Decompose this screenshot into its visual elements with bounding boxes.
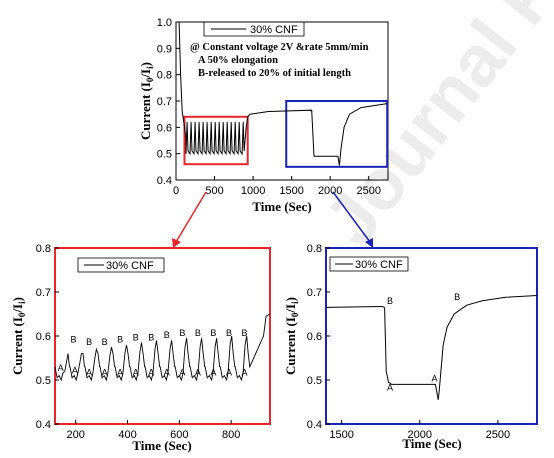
top-x-tick-label: 1000 (241, 185, 265, 197)
top-y-ticks: 0.4 0.5 0.6 0.7 0.8 0.9 1.0 (157, 17, 180, 187)
bottom-left-label-b: B (86, 337, 92, 347)
bottom-left-label-a: A (226, 368, 232, 378)
bottom-left-x-ticks: 200 400 600 800 (67, 420, 240, 441)
bottom-left-label-b: B (210, 328, 216, 338)
top-legend-box (203, 21, 305, 37)
br-y-tick-label: 0.8 (307, 243, 322, 255)
bl-x-tick-label: 200 (67, 429, 85, 441)
br-x-tick-label: 2500 (486, 429, 510, 441)
red-zoom-arrow (175, 191, 207, 243)
br-y-tick-label: 0.6 (307, 331, 322, 343)
top-y-axis-label: Current (I0/Ii) (138, 62, 155, 140)
bottom-right-chart: 0.4 0.5 0.6 0.7 0.8 1500 2000 2500 B B A A 30% CN… (283, 243, 538, 451)
bottom-left-y-axis-label: Current (I0/Ii) (10, 297, 27, 375)
bottom-right-plot-frame (325, 247, 538, 425)
bottom-left-label-a: A (117, 368, 123, 378)
br-x-tick-label: 2000 (408, 429, 432, 441)
top-red-highlight-box (183, 115, 249, 166)
bottom-left-label-b: B (164, 330, 170, 340)
bottom-left-label-a: A (210, 368, 216, 378)
top-blue-highlight-box (285, 100, 389, 168)
bottom-left-x-axis-label: Time (Sec) (132, 438, 191, 453)
bl-y-tick-label: 0.5 (36, 375, 51, 387)
bottom-left-label-b: B (148, 332, 154, 342)
bottom-right-legend-label: 30% CNF (355, 259, 403, 271)
bottom-left-label-a: A (164, 368, 170, 378)
bottom-left-y-ticks: 0.4 0.5 0.6 0.7 0.8 (36, 243, 59, 431)
top-y-tick-label: 0.6 (157, 122, 172, 134)
bottom-left-point-labels: B B B B B B B B B B B BA A A A A A A A A A A A A (58, 328, 248, 378)
bottom-right-x-ticks: 1500 2000 2500 (329, 420, 510, 441)
bottom-right-y-axis-label: Current (I0/Ii) (283, 297, 300, 375)
top-annotation-3: B-released to 20% of initial length (198, 68, 351, 79)
bottom-right-x-axis-label: Time (Sec) (402, 436, 461, 451)
bottom-left-label-a: A (133, 368, 139, 378)
top-x-tick-label: 0 (173, 185, 179, 197)
bottom-left-label-a: A (242, 368, 248, 378)
bl-y-tick-label: 0.7 (36, 287, 51, 299)
bottom-left-label-a: A (148, 368, 154, 378)
br-y-tick-label: 0.4 (307, 419, 322, 431)
bottom-left-label-a: A (179, 368, 185, 378)
bottom-right-y-ticks: 0.4 0.5 0.6 0.7 0.8 (307, 243, 330, 431)
bottom-left-label-b: B (226, 328, 232, 338)
bottom-left-label-b: B (179, 328, 185, 338)
top-x-tick-label: 2500 (356, 185, 380, 197)
top-y-tick-label: 0.7 (157, 96, 172, 108)
bottom-left-label-a: A (72, 365, 78, 375)
bottom-left-legend-label: 30% CNF (106, 260, 154, 272)
top-y-tick-label: 0.4 (157, 175, 172, 187)
bottom-right-label-a: A (432, 373, 438, 383)
bl-y-tick-label: 0.8 (36, 243, 51, 255)
red-arrowhead (172, 238, 181, 248)
bottom-left-label-a: A (102, 368, 108, 378)
bottom-left-legend-box (77, 257, 165, 273)
br-x-tick-label: 1500 (329, 429, 353, 441)
top-y-tick-label: 0.9 (157, 43, 172, 55)
blue-zoom-arrow (332, 191, 371, 243)
top-y-tick-label: 0.5 (157, 149, 172, 161)
bottom-right-point-labels: B B A A (387, 292, 460, 393)
top-x-tick-label: 500 (205, 185, 223, 197)
bottom-left-label-b: B (102, 337, 108, 347)
br-y-tick-label: 0.5 (307, 375, 322, 387)
watermark: Journal Pre-proofs (310, 0, 554, 260)
top-y-tick-label: 0.8 (157, 70, 172, 82)
top-legend-label: 30% CNF (250, 24, 298, 36)
top-annotation-2: A 50% elongation (198, 55, 278, 66)
bottom-left-label-a: A (195, 368, 201, 378)
bottom-right-label-b: B (387, 296, 393, 306)
top-y-tick-label: 1.0 (157, 17, 172, 29)
bottom-left-label-a: A (86, 368, 92, 378)
bl-x-tick-label: 400 (118, 429, 136, 441)
bottom-left-label-b: B (195, 328, 201, 338)
br-y-tick-label: 0.7 (307, 287, 322, 299)
bl-x-tick-label: 600 (170, 429, 188, 441)
top-x-tick-label: 2000 (318, 185, 342, 197)
bottom-right-legend-box (329, 256, 409, 272)
bottom-left-label-b: B (117, 335, 123, 345)
bl-x-tick-label: 800 (222, 429, 240, 441)
bottom-right-label-a: A (387, 383, 393, 393)
top-annotation-1: @ Constant voltage 2V &rate 5mm/min (190, 42, 369, 53)
bottom-left-label-a: A (58, 363, 64, 373)
bottom-left-label-b: B (242, 328, 248, 338)
bottom-left-label-b: B (71, 335, 77, 345)
top-x-axis-label: Time (Sec) (252, 199, 311, 214)
blue-arrowhead (365, 238, 373, 248)
top-x-ticks: 0 500 1000 1500 2000 2500 (173, 176, 381, 197)
bl-y-tick-label: 0.6 (36, 331, 51, 343)
bottom-right-label-b: B (454, 292, 460, 302)
top-series-line (176, 21, 388, 166)
bottom-right-series-line (325, 295, 538, 400)
top-x-tick-label: 1500 (279, 185, 303, 197)
bl-y-tick-label: 0.4 (36, 419, 51, 431)
top-chart: 0.4 0.5 0.6 0.7 0.8 0.9 1.0 0 500 1000 1500 2000 25… (138, 17, 389, 214)
bottom-left-label-b: B (133, 332, 139, 342)
bottom-left-series-line (54, 313, 271, 382)
